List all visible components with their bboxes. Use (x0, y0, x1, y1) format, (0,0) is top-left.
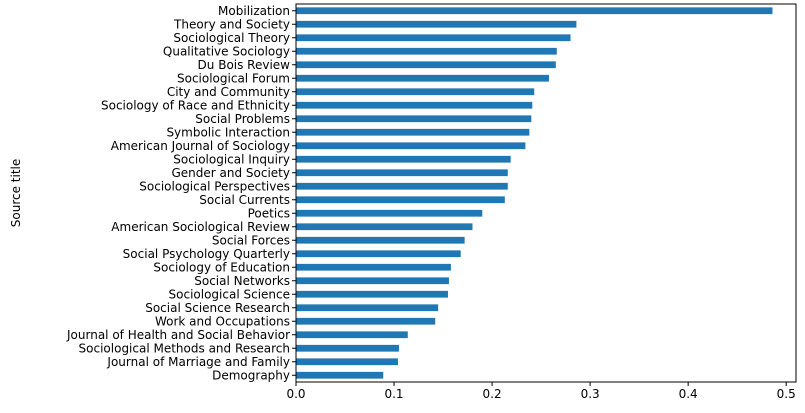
bar (296, 250, 461, 258)
bar (296, 371, 384, 379)
x-axis-ticks: 0.0 0.1 0.2 0.3 0.4 0.5 (286, 382, 796, 401)
x-tick-label: 0.4 (679, 387, 698, 401)
x-tick-label: 0.5 (777, 387, 796, 401)
bar (296, 236, 465, 244)
bar (296, 74, 549, 82)
category-label: Mobilization (218, 4, 290, 18)
y-axis-title: Source title (9, 159, 23, 228)
bar (296, 344, 399, 352)
bar (296, 263, 451, 271)
bar (296, 196, 505, 204)
category-label: Sociological Inquiry (173, 152, 290, 166)
category-label: Social Networks (194, 274, 290, 288)
x-tick-label: 0.0 (286, 387, 305, 401)
bar (296, 128, 530, 136)
bar (296, 304, 439, 312)
category-label: Journal of Marriage and Family (106, 355, 290, 369)
category-label: Du Bois Review (198, 58, 291, 72)
category-label: Sociological Forum (177, 71, 290, 85)
bar (296, 88, 535, 96)
bar (296, 142, 526, 150)
category-label: Demography (212, 368, 290, 382)
category-label: Journal of Health and Social Behavior (66, 328, 290, 342)
bar (296, 47, 557, 55)
bar (296, 34, 571, 42)
bar (296, 358, 398, 366)
x-tick-label: 0.3 (581, 387, 600, 401)
category-label: Sociology of Education (153, 260, 290, 274)
category-label: Social Currents (199, 193, 290, 207)
plot-frame (295, 3, 797, 383)
category-label: Theory and Society (173, 17, 290, 31)
bar (296, 101, 533, 109)
category-label: Poetics (248, 206, 290, 220)
bar (296, 209, 483, 217)
bar (296, 61, 556, 69)
category-label: Sociological Perspectives (139, 179, 290, 193)
bar (296, 290, 448, 298)
bar (296, 155, 511, 163)
bars-group (296, 7, 773, 379)
bar (296, 169, 508, 177)
bar (296, 277, 449, 285)
category-label: American Journal of Sociology (111, 139, 290, 153)
bar (296, 331, 408, 339)
category-label: Sociological Theory (173, 31, 290, 45)
bar (296, 7, 773, 15)
category-label: American Sociological Review (111, 220, 290, 234)
x-tick-label: 0.1 (384, 387, 403, 401)
category-label: Qualitative Sociology (163, 44, 290, 58)
x-tick-label: 0.2 (483, 387, 502, 401)
bar (296, 317, 436, 325)
category-label: Social Forces (212, 233, 290, 247)
bar (296, 20, 577, 28)
category-label: Social Psychology Quarterly (123, 247, 290, 261)
category-label: Sociological Science (169, 287, 290, 301)
category-label: City and Community (167, 85, 290, 99)
category-label: Social Science Research (145, 301, 290, 315)
category-label: Gender and Society (171, 166, 290, 180)
category-label: Sociology of Race and Ethnicity (101, 98, 290, 112)
bar (296, 115, 532, 123)
category-label: Symbolic Interaction (166, 125, 290, 139)
category-label: Social Problems (195, 112, 290, 126)
category-label: Sociological Methods and Research (79, 341, 290, 355)
bar (296, 182, 508, 190)
category-label: Work and Occupations (155, 314, 290, 328)
bar (296, 223, 473, 231)
